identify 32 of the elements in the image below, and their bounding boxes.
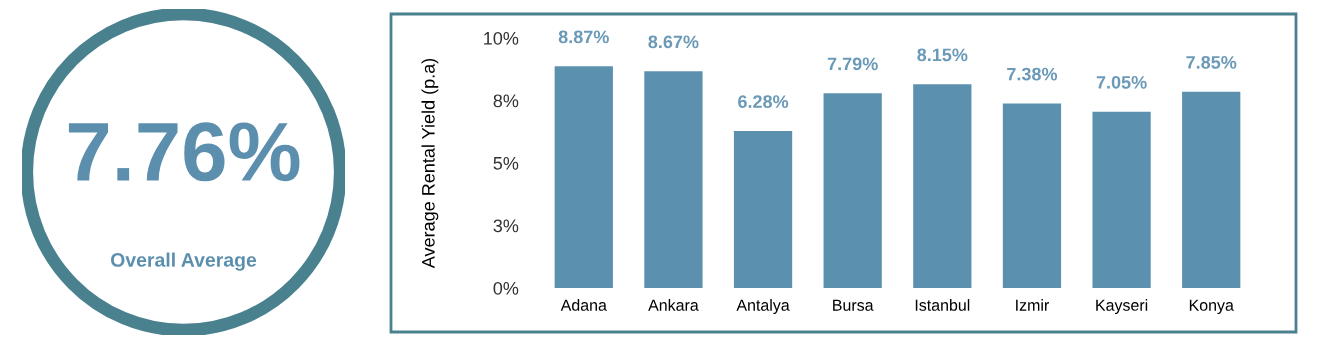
bar (644, 71, 703, 288)
data-label: 8.15% (917, 48, 968, 62)
x-tick-label: Adana (560, 299, 607, 311)
y-tick-label: 3% (493, 219, 519, 233)
bar (1092, 111, 1151, 288)
data-label: 7.85% (1186, 55, 1237, 69)
bar (823, 93, 882, 288)
y-axis-title: Average Rental Yield (p.a) (421, 58, 439, 269)
bar (554, 66, 613, 288)
data-label: 7.38% (1007, 67, 1058, 81)
y-tick-label: 8% (493, 94, 519, 108)
bar (1002, 103, 1062, 288)
y-tick-label: 0% (493, 281, 519, 295)
data-label: 8.87% (558, 30, 609, 44)
data-label: 6.28% (738, 95, 789, 108)
x-tick-label: Antalya (736, 299, 790, 314)
x-tick-label: Bursa (833, 299, 874, 311)
bar (913, 84, 972, 288)
text: 7.76% (68, 122, 300, 182)
y-tick-label: 5% (493, 157, 519, 170)
x-tick-label: Izmir (1016, 299, 1049, 311)
x-tick-label: Konya (1189, 299, 1234, 314)
bar (1182, 91, 1241, 288)
data-label: 7.05% (1096, 75, 1147, 89)
x-tick-label: Ankara (648, 299, 699, 311)
bar (733, 131, 793, 288)
y-tick-label: 10% (484, 31, 519, 45)
data-label: 8.67% (648, 35, 699, 49)
x-tick-label: Istanbul (915, 299, 970, 311)
x-tick-label: Kayseri (1096, 299, 1148, 314)
data-label: 7.79% (827, 57, 878, 71)
text: Overall Average (110, 252, 257, 271)
